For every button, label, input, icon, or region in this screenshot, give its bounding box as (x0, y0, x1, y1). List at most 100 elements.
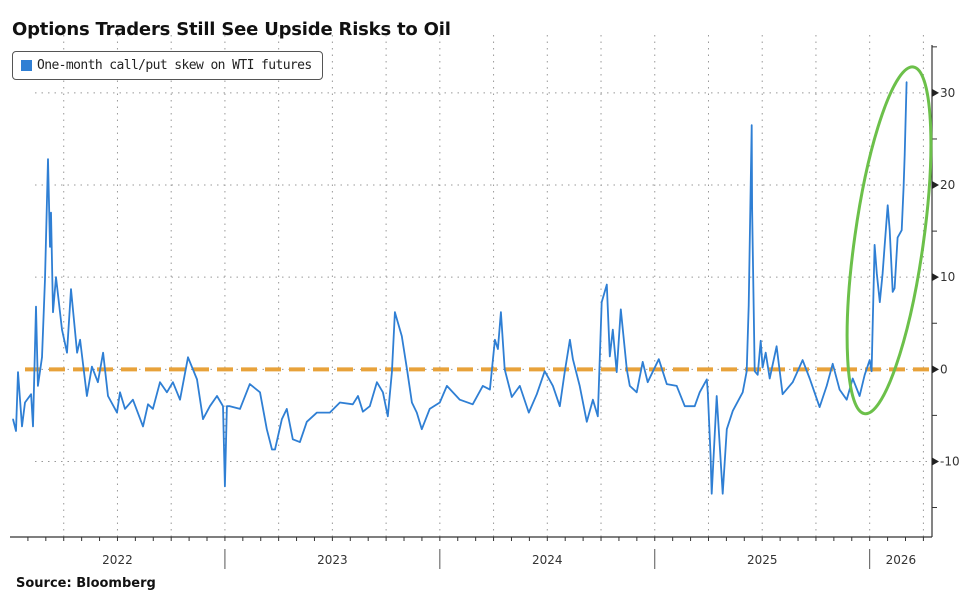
x-tick-label: 2025 (747, 553, 778, 567)
data-point (187, 356, 189, 358)
data-point (52, 311, 54, 313)
data-point (676, 385, 678, 387)
y-axis-tick-marker (932, 457, 939, 466)
data-point (37, 385, 39, 387)
data-point (792, 381, 794, 383)
data-point (316, 412, 318, 414)
data-point (91, 366, 93, 368)
data-point (446, 385, 448, 387)
data-point (41, 356, 43, 358)
data-point (30, 393, 32, 395)
data-point (642, 361, 644, 363)
data-point (107, 395, 109, 397)
data-point (564, 371, 566, 373)
data-point (429, 408, 431, 410)
data-point (152, 408, 154, 410)
data-point (504, 368, 506, 370)
data-point (472, 403, 474, 405)
data-point (286, 408, 288, 410)
data-point (572, 358, 574, 360)
data-point (528, 412, 530, 414)
data-point (892, 291, 894, 293)
data-point (32, 425, 34, 427)
data-point (760, 340, 762, 342)
data-point (802, 359, 804, 361)
data-point (55, 276, 57, 278)
data-point (292, 438, 294, 440)
data-point (35, 306, 37, 308)
data-point (871, 370, 873, 372)
y-axis-tick-marker (932, 365, 939, 374)
data-point (339, 401, 341, 404)
data-point (61, 329, 63, 331)
data-point (274, 448, 276, 451)
y-tick-label: 30 (940, 86, 955, 100)
data-point (839, 389, 841, 391)
data-point (658, 358, 660, 360)
data-point (765, 352, 767, 354)
data-point (544, 370, 546, 372)
data-point (710, 455, 712, 457)
data-point (196, 378, 198, 380)
data-point (757, 374, 759, 376)
data-point (166, 391, 168, 393)
x-tick-label: 2026 (886, 553, 917, 567)
data-point (50, 212, 52, 214)
highlight-ellipse (845, 65, 933, 416)
data-point (17, 371, 19, 373)
data-point (904, 154, 906, 156)
legend-label: One-month call/put skew on WTI futures (37, 58, 312, 73)
data-point (597, 415, 599, 417)
data-point (832, 363, 834, 365)
data-point (726, 428, 728, 430)
data-point (49, 246, 51, 248)
data-point (782, 393, 784, 395)
data-point (586, 421, 588, 423)
data-point (901, 229, 903, 231)
data-point (142, 425, 144, 427)
data-point (826, 385, 828, 387)
x-tick-label: 2024 (532, 553, 563, 567)
data-point (752, 251, 754, 253)
axes: 2022 2023 2024 2025 2026 30 20 10 0 -10 (10, 45, 960, 569)
data-point (281, 418, 283, 420)
data-point (869, 359, 871, 361)
data-point (722, 493, 724, 495)
data-point (352, 403, 354, 405)
y-axis-tick-marker (932, 181, 939, 190)
data-point (884, 244, 886, 246)
data-point (172, 381, 174, 383)
data-point (406, 368, 408, 370)
data-point (47, 158, 49, 160)
data-point (147, 403, 149, 405)
data-point (819, 406, 821, 408)
data-point (751, 124, 753, 126)
data-point (224, 485, 226, 487)
data-point (411, 401, 413, 404)
data-point (132, 399, 134, 401)
data-point (439, 401, 441, 404)
data-point (44, 278, 46, 280)
data-point (24, 401, 26, 404)
legend: One-month call/put skew on WTI futures (12, 51, 323, 80)
data-point (716, 395, 718, 397)
series-line-wti-skew (12, 81, 908, 495)
data-point (70, 288, 72, 290)
data-point (76, 352, 78, 354)
data-point (706, 378, 708, 380)
data-point (500, 311, 502, 313)
data-point (519, 385, 521, 387)
data-point (12, 418, 14, 420)
data-point (382, 391, 384, 393)
data-point (159, 381, 161, 383)
data-point (694, 405, 696, 407)
data-point (216, 395, 218, 397)
data-point (876, 272, 878, 275)
data-point (616, 371, 618, 373)
data-point (746, 370, 748, 372)
data-point (699, 391, 701, 393)
data-point (762, 366, 764, 369)
y-tick-label: 20 (940, 178, 955, 192)
data-point (369, 405, 371, 407)
